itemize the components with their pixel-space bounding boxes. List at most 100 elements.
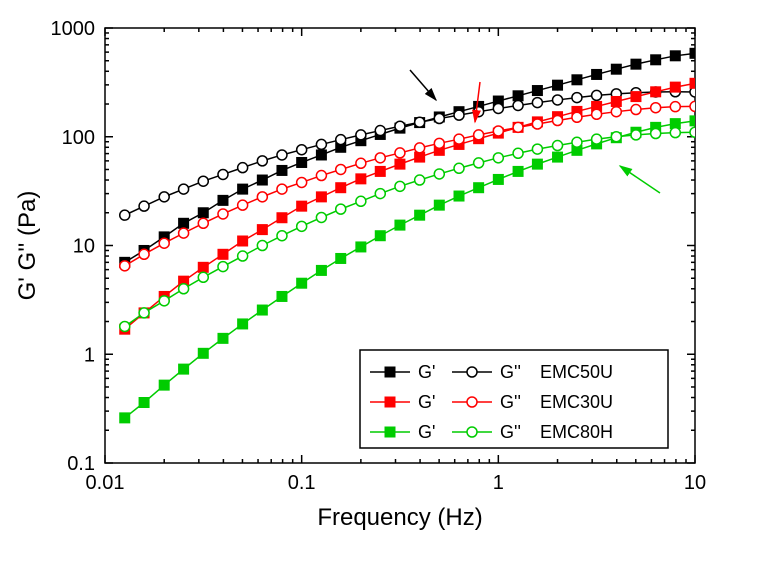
marker-Gpp_EMC30U — [356, 158, 366, 168]
marker-Gpp_EMC30U — [532, 119, 542, 129]
marker-Gpp_EMC80H — [513, 148, 523, 158]
marker-Gpp_EMC80H — [415, 175, 425, 185]
marker-Gp_EMC80H — [159, 380, 169, 390]
legend-marker-square — [385, 367, 395, 377]
legend-gp-label: G' — [418, 422, 435, 442]
marker-Gpp_EMC80H — [159, 296, 169, 306]
marker-Gpp_EMC80H — [356, 196, 366, 206]
marker-Gp_EMC50U — [513, 91, 523, 101]
marker-Gp_EMC30U — [238, 236, 248, 246]
marker-Gp_EMC30U — [611, 96, 621, 106]
marker-Gpp_EMC30U — [336, 164, 346, 174]
marker-Gpp_EMC80H — [316, 212, 326, 222]
marker-Gp_EMC80H — [415, 210, 425, 220]
marker-Gpp_EMC50U — [297, 145, 307, 155]
marker-Gpp_EMC50U — [532, 98, 542, 108]
marker-Gp_EMC50U — [297, 157, 307, 167]
marker-Gpp_EMC50U — [257, 156, 267, 166]
marker-Gpp_EMC30U — [159, 238, 169, 248]
marker-Gp_EMC50U — [257, 175, 267, 185]
marker-Gp_EMC30U — [690, 78, 700, 88]
marker-Gpp_EMC30U — [611, 107, 621, 117]
y-axis-label: G' G'' (Pa) — [14, 191, 41, 301]
marker-Gpp_EMC80H — [375, 189, 385, 199]
marker-Gpp_EMC30U — [572, 112, 582, 122]
marker-Gpp_EMC30U — [179, 228, 189, 238]
chart-svg: 0.010.11100.11101001000Frequency (Hz)G' … — [0, 0, 762, 561]
marker-Gp_EMC80H — [336, 253, 346, 263]
series-line-Gpp_EMC80H — [125, 132, 695, 326]
marker-Gpp_EMC50U — [395, 121, 405, 131]
marker-Gpp_EMC30U — [493, 126, 503, 136]
legend-gpp-label: G'' — [500, 362, 521, 382]
marker-Gp_EMC50U — [238, 184, 248, 194]
marker-Gpp_EMC30U — [218, 209, 228, 219]
marker-Gp_EMC80H — [513, 166, 523, 176]
marker-Gp_EMC50U — [690, 48, 700, 58]
marker-Gp_EMC30U — [356, 174, 366, 184]
y-tick-label: 1 — [84, 344, 95, 366]
marker-Gp_EMC80H — [356, 242, 366, 252]
marker-Gp_EMC30U — [316, 192, 326, 202]
marker-Gpp_EMC80H — [572, 137, 582, 147]
marker-Gpp_EMC50U — [336, 135, 346, 145]
legend-gpp-label: G'' — [500, 392, 521, 412]
marker-Gpp_EMC30U — [375, 153, 385, 163]
x-tick-label: 0.1 — [288, 472, 316, 494]
legend-marker-circle — [467, 367, 477, 377]
marker-Gpp_EMC50U — [277, 150, 287, 160]
marker-Gp_EMC80H — [218, 333, 228, 343]
marker-Gpp_EMC80H — [493, 153, 503, 163]
marker-Gpp_EMC80H — [670, 128, 680, 138]
marker-Gpp_EMC50U — [553, 95, 563, 105]
marker-Gpp_EMC30U — [316, 171, 326, 181]
marker-Gp_EMC80H — [474, 183, 484, 193]
marker-Gpp_EMC80H — [257, 241, 267, 251]
y-tick-label: 10 — [73, 236, 95, 258]
series-line-Gpp_EMC50U — [125, 92, 695, 215]
marker-Gpp_EMC30U — [395, 148, 405, 158]
marker-Gpp_EMC80H — [395, 181, 405, 191]
marker-Gpp_EMC80H — [532, 144, 542, 154]
marker-Gpp_EMC50U — [415, 117, 425, 127]
marker-Gpp_EMC30U — [198, 218, 208, 228]
marker-Gp_EMC30U — [218, 249, 228, 259]
marker-Gpp_EMC50U — [316, 139, 326, 149]
marker-Gp_EMC30U — [631, 92, 641, 102]
y-tick-label: 100 — [62, 127, 95, 149]
marker-Gpp_EMC50U — [572, 93, 582, 103]
marker-Gp_EMC30U — [257, 225, 267, 235]
x-axis-label: Frequency (Hz) — [317, 504, 482, 531]
marker-Gpp_EMC80H — [238, 251, 248, 261]
legend-sample-label: EMC50U — [540, 362, 613, 382]
marker-Gpp_EMC80H — [336, 204, 346, 214]
marker-Gpp_EMC80H — [553, 141, 563, 151]
marker-Gpp_EMC50U — [238, 163, 248, 173]
marker-Gpp_EMC30U — [474, 130, 484, 140]
marker-Gp_EMC50U — [532, 86, 542, 96]
marker-Gp_EMC80H — [238, 319, 248, 329]
marker-Gpp_EMC30U — [690, 101, 700, 111]
legend-gpp-label: G'' — [500, 422, 521, 442]
marker-Gpp_EMC50U — [592, 90, 602, 100]
marker-Gp_EMC50U — [651, 55, 661, 65]
marker-Gpp_EMC80H — [474, 158, 484, 168]
x-tick-label: 1 — [493, 472, 504, 494]
marker-Gp_EMC50U — [198, 208, 208, 218]
marker-Gp_EMC50U — [572, 75, 582, 85]
marker-Gpp_EMC50U — [434, 114, 444, 124]
marker-Gp_EMC30U — [297, 201, 307, 211]
marker-Gpp_EMC30U — [257, 192, 267, 202]
marker-Gpp_EMC80H — [592, 134, 602, 144]
marker-Gp_EMC30U — [651, 87, 661, 97]
marker-Gp_EMC80H — [690, 116, 700, 126]
marker-Gp_EMC80H — [198, 348, 208, 358]
marker-Gpp_EMC50U — [513, 100, 523, 110]
marker-Gpp_EMC50U — [179, 184, 189, 194]
marker-Gp_EMC80H — [434, 200, 444, 210]
marker-Gp_EMC80H — [493, 174, 503, 184]
y-tick-label: 0.1 — [67, 453, 95, 475]
series-line-Gp_EMC30U — [125, 83, 695, 329]
marker-Gpp_EMC50U — [493, 103, 503, 113]
marker-Gp_EMC80H — [139, 398, 149, 408]
